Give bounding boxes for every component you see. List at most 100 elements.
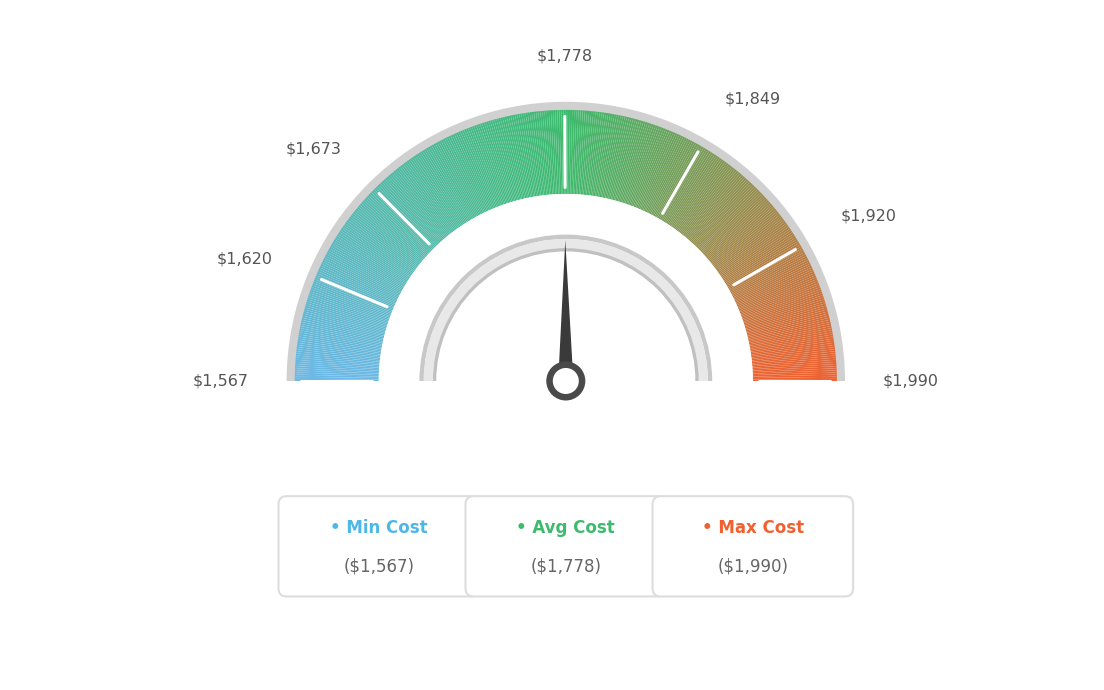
Wedge shape	[616, 120, 641, 201]
Wedge shape	[606, 117, 627, 199]
Wedge shape	[478, 124, 507, 204]
Wedge shape	[618, 121, 644, 201]
Wedge shape	[403, 163, 455, 231]
Wedge shape	[751, 345, 835, 357]
Wedge shape	[514, 115, 532, 197]
Wedge shape	[648, 137, 687, 214]
Wedge shape	[619, 121, 646, 202]
Wedge shape	[476, 124, 506, 204]
Wedge shape	[569, 110, 572, 194]
Wedge shape	[453, 134, 489, 211]
Wedge shape	[649, 139, 689, 215]
Wedge shape	[390, 173, 445, 239]
Wedge shape	[458, 131, 492, 209]
Text: $1,778: $1,778	[537, 49, 593, 64]
Wedge shape	[428, 146, 471, 220]
Wedge shape	[692, 181, 750, 244]
Wedge shape	[586, 112, 597, 195]
Wedge shape	[549, 110, 555, 195]
Wedge shape	[650, 139, 691, 215]
Wedge shape	[436, 251, 696, 381]
Wedge shape	[753, 379, 837, 381]
Wedge shape	[585, 111, 595, 195]
Wedge shape	[300, 324, 383, 343]
Wedge shape	[466, 128, 498, 207]
Wedge shape	[704, 199, 767, 256]
Wedge shape	[397, 167, 452, 234]
Wedge shape	[296, 351, 380, 362]
Wedge shape	[351, 213, 418, 266]
Wedge shape	[661, 148, 705, 221]
Wedge shape	[562, 110, 564, 194]
Wedge shape	[505, 117, 526, 199]
Wedge shape	[751, 337, 834, 352]
Wedge shape	[528, 112, 541, 196]
Circle shape	[546, 362, 585, 400]
Wedge shape	[750, 331, 832, 347]
Wedge shape	[297, 347, 380, 359]
Wedge shape	[325, 256, 400, 296]
Wedge shape	[474, 125, 503, 205]
Wedge shape	[753, 371, 837, 375]
Wedge shape	[357, 206, 423, 262]
Wedge shape	[615, 119, 639, 201]
Wedge shape	[558, 110, 562, 194]
Wedge shape	[681, 168, 735, 235]
Wedge shape	[624, 124, 651, 204]
Wedge shape	[300, 326, 383, 344]
Wedge shape	[445, 137, 484, 214]
Wedge shape	[434, 144, 476, 218]
Wedge shape	[450, 135, 488, 212]
Wedge shape	[307, 299, 388, 326]
Wedge shape	[753, 364, 837, 371]
Wedge shape	[729, 248, 804, 291]
Wedge shape	[480, 124, 508, 204]
Wedge shape	[750, 333, 832, 349]
Wedge shape	[296, 357, 380, 366]
Wedge shape	[413, 155, 461, 226]
Wedge shape	[526, 112, 540, 196]
Text: $1,673: $1,673	[286, 141, 342, 157]
Wedge shape	[598, 114, 615, 197]
Wedge shape	[752, 349, 836, 360]
Wedge shape	[745, 306, 827, 331]
Wedge shape	[327, 250, 402, 292]
Wedge shape	[643, 134, 679, 211]
Wedge shape	[420, 235, 712, 381]
Wedge shape	[731, 254, 806, 295]
Wedge shape	[652, 141, 692, 216]
Wedge shape	[743, 295, 824, 323]
Wedge shape	[714, 217, 783, 268]
Wedge shape	[534, 112, 545, 195]
Wedge shape	[298, 337, 381, 352]
Wedge shape	[375, 186, 436, 248]
Wedge shape	[310, 289, 390, 319]
Wedge shape	[373, 189, 434, 250]
Wedge shape	[746, 311, 828, 335]
Wedge shape	[752, 362, 837, 369]
Wedge shape	[753, 368, 837, 374]
Wedge shape	[573, 110, 578, 194]
Wedge shape	[320, 264, 397, 302]
Wedge shape	[657, 144, 700, 219]
Wedge shape	[578, 110, 587, 195]
Wedge shape	[752, 351, 836, 362]
Text: $1,990: $1,990	[883, 373, 940, 388]
Wedge shape	[591, 112, 604, 196]
Wedge shape	[669, 155, 716, 226]
Wedge shape	[327, 253, 401, 293]
Wedge shape	[492, 119, 517, 201]
Wedge shape	[746, 308, 827, 332]
Wedge shape	[424, 149, 469, 221]
Wedge shape	[374, 188, 435, 248]
Wedge shape	[379, 194, 753, 381]
Wedge shape	[603, 115, 620, 198]
Wedge shape	[721, 230, 793, 278]
Wedge shape	[435, 142, 477, 217]
Wedge shape	[564, 110, 566, 194]
Wedge shape	[426, 148, 470, 221]
Wedge shape	[712, 212, 778, 265]
Wedge shape	[295, 362, 380, 369]
Wedge shape	[448, 136, 486, 213]
Wedge shape	[305, 308, 385, 332]
